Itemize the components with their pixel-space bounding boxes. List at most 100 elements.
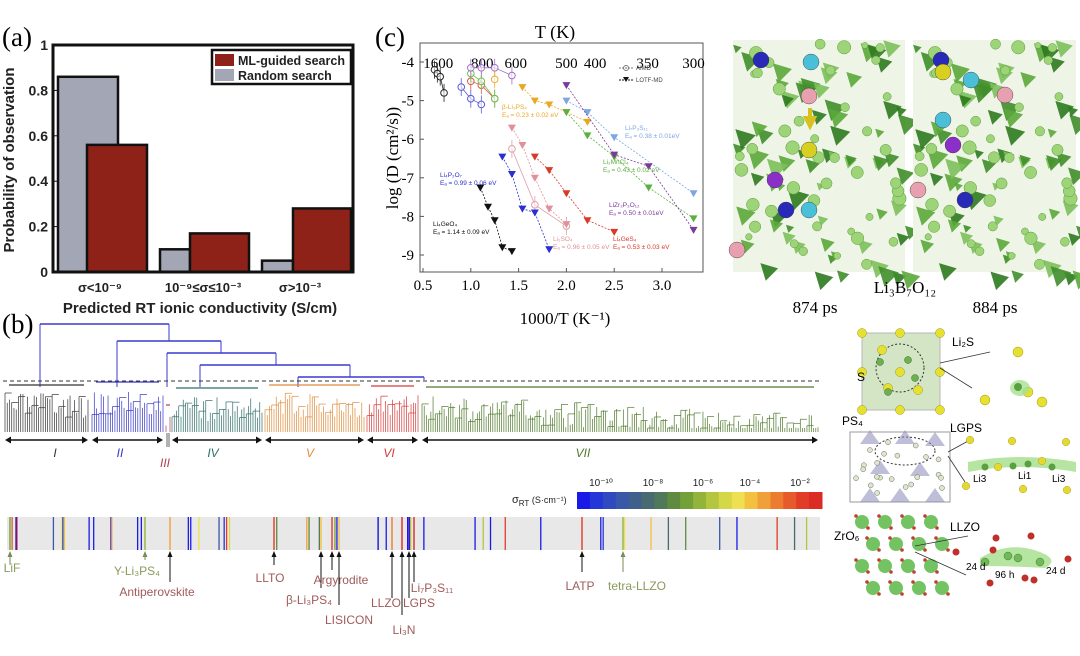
lotf-point: [518, 205, 527, 213]
highlight-atom: [777, 201, 795, 219]
polyhedron: [1068, 232, 1080, 246]
polyhedron: [772, 63, 792, 83]
lotf-fit-line: [566, 111, 694, 219]
aimd-point: [477, 63, 486, 72]
top-axis-label: T (K): [535, 22, 575, 43]
x-tick-label: 3.0: [653, 278, 672, 294]
zro6-octahedron: [935, 581, 949, 595]
material-label: LATP: [565, 579, 594, 593]
y-tick-label: 0: [40, 264, 48, 280]
material-label: LISICON: [325, 613, 373, 627]
material-label: β-Li₃PS₄: [286, 593, 332, 607]
y-tick-label: 0.8: [29, 82, 49, 98]
material-label: LiF: [4, 561, 21, 575]
atom: [840, 102, 850, 112]
activation-energy-label: Eₐ = 0.99 ± 0.06 eV: [440, 180, 497, 187]
polyhedron: [996, 237, 1011, 252]
aimd-point: [490, 75, 499, 84]
polyhedron: [1011, 270, 1024, 283]
polyhedron: [883, 40, 901, 58]
atom: [925, 143, 938, 155]
atom: [1034, 42, 1042, 49]
highlight-atom: [766, 171, 784, 189]
triangle-marker-icon: [623, 77, 629, 82]
zro6-octahedron: [912, 537, 926, 551]
oxygen-atom: [1027, 532, 1035, 540]
atom: [862, 126, 873, 137]
atom: [861, 42, 869, 49]
legend-swatch-ml: [215, 54, 234, 66]
sulfur-atom: [857, 367, 867, 377]
x-tick-label: σ<10⁻⁹: [78, 280, 122, 295]
oxygen-atom: [866, 526, 870, 530]
polyhedron: [1055, 100, 1074, 120]
polyhedron: [1003, 108, 1024, 128]
aimd-point: [490, 63, 499, 72]
atom: [785, 140, 800, 155]
oxygen-atom: [923, 548, 927, 552]
pointer-arrow: [947, 439, 971, 483]
aimd-point: [477, 100, 486, 109]
activation-energy-label: Eₐ = 0.96 ± 0.05 eV: [553, 244, 610, 251]
series-name-label: Li₄GeS₄: [613, 236, 637, 243]
lotf-point: [498, 153, 507, 161]
polyhedron: [1062, 200, 1079, 217]
y-tick-label: -5: [402, 94, 415, 110]
snapshot-884ps: [909, 38, 1080, 291]
series-name-label: LiZr₂P₃O₁₂: [609, 202, 640, 209]
arrowhead-icon: [411, 551, 417, 557]
atom: [914, 163, 928, 177]
ps4-tetrahedron: [925, 432, 945, 446]
sulfur-atom: [1037, 457, 1046, 466]
polyhedron: [901, 270, 921, 290]
polyhedron: [760, 263, 779, 281]
site-label: Li3: [1052, 474, 1066, 485]
series-name-label: Li₄P₂O₇: [440, 172, 462, 179]
lotf-point: [562, 190, 571, 198]
atom: [1043, 55, 1053, 65]
x-tick-label: 10⁻⁹≤σ≤10⁻³: [165, 280, 242, 295]
bar-random: [260, 259, 295, 274]
polyhedron: [947, 219, 962, 233]
colorbar-segment: [654, 492, 668, 509]
zro6-octahedron: [889, 537, 903, 551]
atom: [966, 239, 976, 249]
material-label: LLZO: [371, 596, 401, 610]
arrowhead-icon: [399, 551, 405, 557]
atom: [1000, 65, 1011, 76]
atom: [1011, 40, 1026, 55]
polyhedron: [875, 128, 885, 138]
atom: [986, 134, 995, 144]
top-tick-label: 1600: [423, 56, 453, 72]
atom: [875, 43, 885, 53]
lotf-point: [530, 97, 539, 105]
atom: [939, 485, 945, 491]
zro6-octahedron: [924, 515, 938, 529]
polyhedron: [930, 172, 944, 187]
sulfur-atom: [1062, 486, 1071, 495]
lotf-point: [610, 228, 619, 236]
atom: [1014, 102, 1024, 112]
colorbar-segment: [770, 492, 784, 509]
polyhedron: [781, 94, 794, 108]
atom: [814, 38, 826, 50]
polyhedron: [944, 173, 963, 192]
lotf-point: [644, 163, 653, 171]
y-tick-label: -6: [402, 132, 415, 148]
site-label: 24 d: [1046, 566, 1065, 577]
sulfur-atom: [895, 367, 905, 377]
oxygen-atom: [866, 570, 870, 574]
arrowhead-icon: [406, 551, 412, 557]
highlight-circle: [874, 436, 936, 466]
highlight-atom: [956, 191, 974, 209]
sulfur-atom: [1036, 396, 1048, 408]
time-label: 884 ps: [973, 298, 1018, 317]
atom: [867, 447, 873, 453]
lithium-atom: [1013, 553, 1023, 563]
legend-label: Random search: [238, 69, 332, 83]
aimd-point: [490, 94, 499, 103]
panel-label-c: (c): [375, 22, 405, 52]
pointer-arrow: [914, 535, 969, 576]
lotf-point: [484, 203, 493, 211]
